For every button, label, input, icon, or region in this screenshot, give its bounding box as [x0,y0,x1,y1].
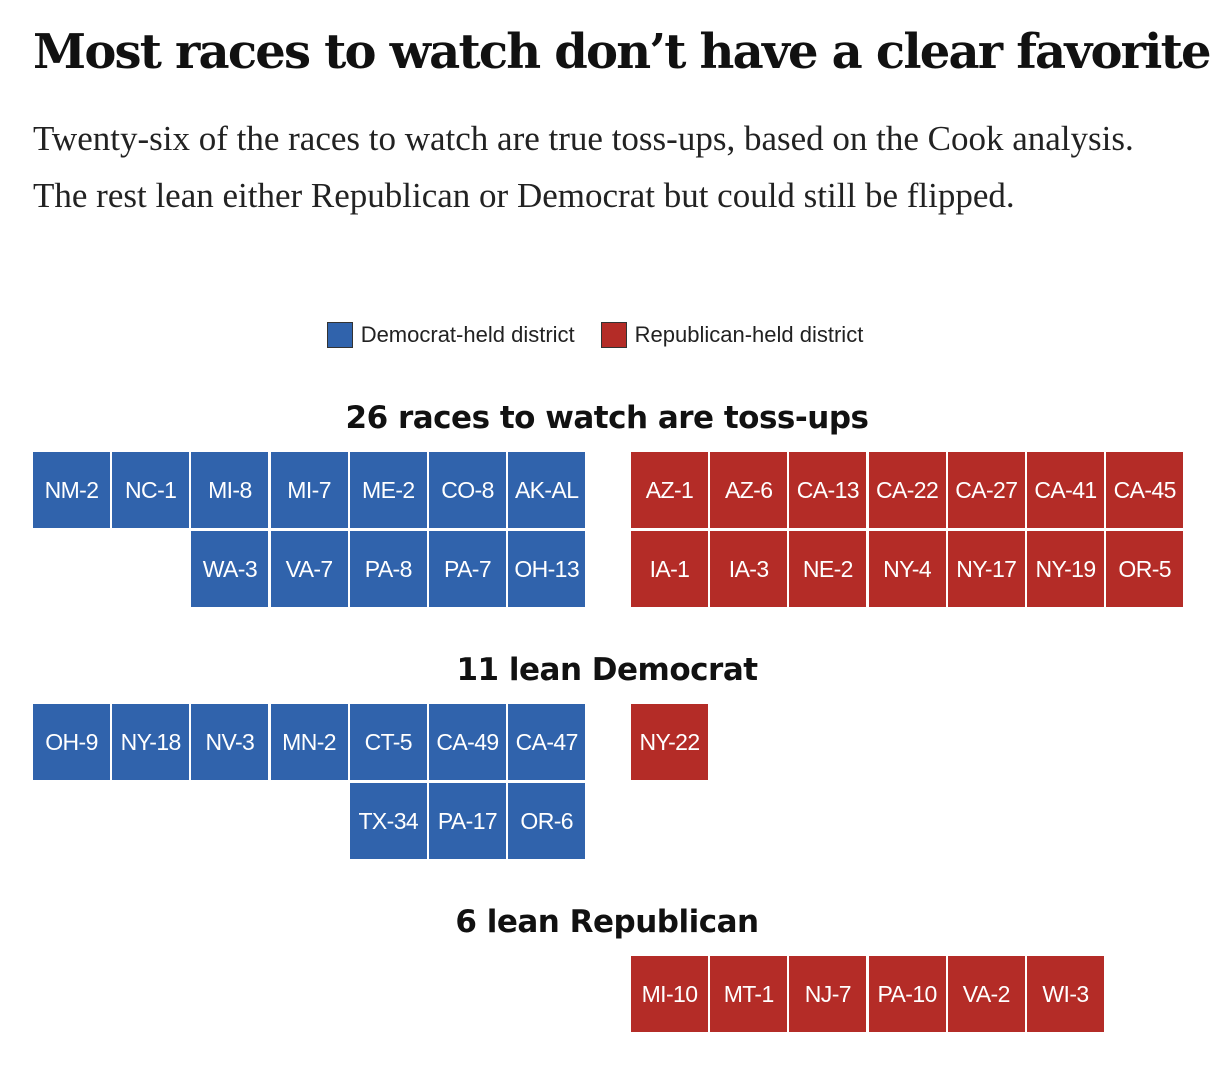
district-tile-republican: WI-3 [1027,956,1104,1032]
section-title: 6 lean Republican [455,904,759,940]
district-tile-democrat: WA-3 [191,531,269,607]
district-tile-democrat: NM-2 [33,452,110,528]
district-tile-republican: CA-45 [1106,452,1184,528]
legend-item-democrat: Democrat-held district [326,322,575,348]
legend-label-republican: Republican-held district [634,322,864,347]
district-tile-republican: CA-41 [1027,452,1104,528]
legend: Democrat-held district Republican-held d… [0,322,1190,348]
legend-item-republican: Republican-held district [600,322,864,348]
chart-subtitle: Twenty-six of the races to watch are tru… [33,119,1134,215]
district-tile-democrat: VA-7 [270,531,348,607]
district-tile-republican: OR-5 [1106,531,1184,607]
district-tile-democrat: PA-8 [349,531,427,607]
district-tile-republican: NY-19 [1027,531,1104,607]
district-tile-republican: NY-17 [947,531,1025,607]
district-tile-republican: AZ-1 [631,452,708,528]
district-tile-republican: PA-10 [868,956,946,1032]
district-tile-democrat: OH-9 [33,704,110,780]
district-tile-democrat: MI-7 [270,452,348,528]
legend-swatch-republican [600,322,627,348]
district-tile-democrat: PA-7 [429,531,506,607]
district-tile-democrat: CA-49 [429,704,506,780]
district-tile-democrat: CO-8 [429,452,506,528]
district-tile-democrat: NC-1 [112,452,190,528]
district-tile-democrat: MN-2 [270,704,348,780]
district-tile-republican: IA-3 [710,531,788,607]
district-tile-republican: NE-2 [789,531,867,607]
district-tile-republican: NY-4 [868,531,946,607]
district-tile-republican: MI-10 [631,956,708,1032]
district-tile-democrat: NY-18 [112,704,190,780]
district-tile-democrat: TX-34 [349,783,427,859]
chart-title: Most races to watch don’t have a clear f… [33,24,1212,80]
district-tile-republican: IA-1 [631,531,708,607]
legend-label-democrat: Democrat-held district [360,322,575,347]
district-tile-republican: CA-13 [789,452,867,528]
district-tile-republican: AZ-6 [710,452,788,528]
district-tile-democrat: CT-5 [349,704,427,780]
district-tile-republican: VA-2 [947,956,1025,1032]
district-tile-republican: NJ-7 [789,956,867,1032]
section-title: 26 races to watch are toss-ups [345,400,869,436]
district-tile-democrat: AK-AL [508,452,586,528]
district-tile-democrat: MI-8 [191,452,269,528]
district-tile-republican: NY-22 [631,704,708,780]
district-tile-republican: MT-1 [710,956,788,1032]
district-tile-democrat: OR-6 [508,783,586,859]
district-tile-republican: CA-22 [868,452,946,528]
district-tile-republican: CA-27 [947,452,1025,528]
district-tile-democrat: NV-3 [191,704,269,780]
district-tile-democrat: ME-2 [349,452,427,528]
district-tile-democrat: OH-13 [508,531,586,607]
district-tile-democrat: CA-47 [508,704,586,780]
section-title: 11 lean Democrat [456,652,758,688]
legend-swatch-democrat [326,322,353,348]
district-tile-democrat: PA-17 [429,783,506,859]
